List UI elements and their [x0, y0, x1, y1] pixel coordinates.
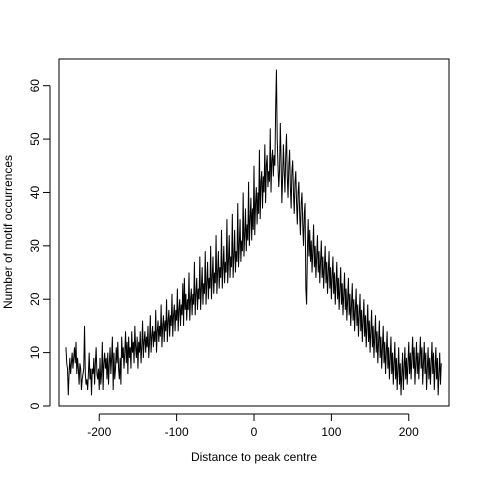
y-tick-label: 60: [28, 79, 42, 93]
x-tick-label: 100: [321, 425, 341, 439]
y-tick-label: 40: [28, 185, 42, 199]
x-tick-label: 200: [399, 425, 419, 439]
y-axis: 0 10 20 30 40 50 60: [28, 79, 51, 409]
x-tick-label: -200: [87, 425, 111, 439]
x-tick-label: 0: [251, 425, 258, 439]
y-tick-label: 20: [28, 292, 42, 306]
y-tick-label: 0: [28, 402, 42, 409]
x-axis: -200 -100 0 100 200: [87, 413, 419, 439]
y-tick-label: 10: [28, 346, 42, 360]
y-axis-title: Number of motif occurrences: [1, 155, 15, 309]
x-axis-title: Distance to peak centre: [191, 450, 317, 464]
y-tick-label: 30: [28, 239, 42, 253]
plot-frame: [58, 58, 450, 407]
y-tick-label: 50: [28, 132, 42, 146]
x-tick-label: -100: [165, 425, 189, 439]
series-line: [65, 69, 442, 396]
